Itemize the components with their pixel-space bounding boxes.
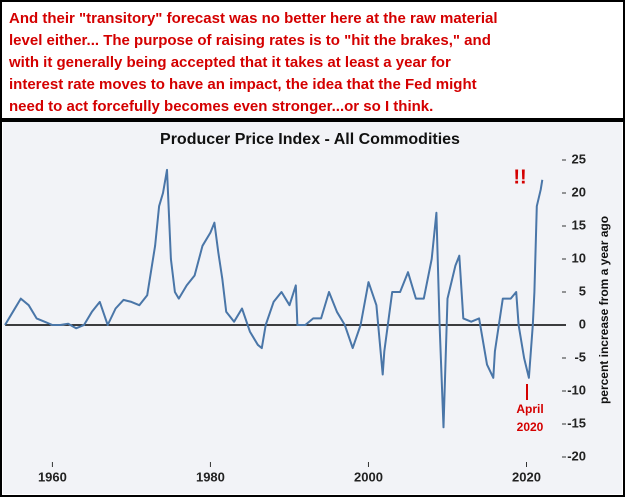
annotation: !! (513, 166, 526, 188)
annotation: 2020 (517, 420, 544, 434)
y-tick-label: 25 (572, 151, 586, 166)
data-line (4, 168, 544, 429)
commentary-line: with it generally being accepted that it… (8, 54, 451, 71)
x-tick-label: 2000 (354, 469, 383, 484)
annotation: April (516, 402, 543, 416)
y-tick-label: 15 (572, 217, 586, 232)
y-tick-label: -20 (567, 448, 586, 463)
y-tick-label: -10 (567, 382, 586, 397)
y-axis-label: percent increase from a year ago (597, 216, 611, 404)
chart-title: Producer Price Index - All Commodities (160, 131, 460, 148)
y-tick-label: 0 (579, 316, 586, 331)
x-tick-label: 2020 (512, 469, 541, 484)
x-tick-label: 1980 (196, 469, 225, 484)
y-tick-label: 5 (579, 283, 586, 298)
y-tick-label: -5 (574, 349, 586, 364)
commentary-line: level either... The purpose of raising r… (9, 32, 491, 49)
chart-panel (3, 122, 622, 494)
commentary-line: And their "transitory" forecast was no b… (9, 10, 498, 27)
commentary-line: interest rate moves to have an impact, t… (9, 76, 477, 93)
y-tick-label: 10 (572, 250, 586, 265)
y-tick-label: 20 (572, 184, 586, 199)
x-tick-label: 1960 (38, 469, 67, 484)
commentary-line: need to act forcefully becomes even stro… (9, 98, 433, 115)
y-tick-label: -15 (567, 415, 586, 430)
